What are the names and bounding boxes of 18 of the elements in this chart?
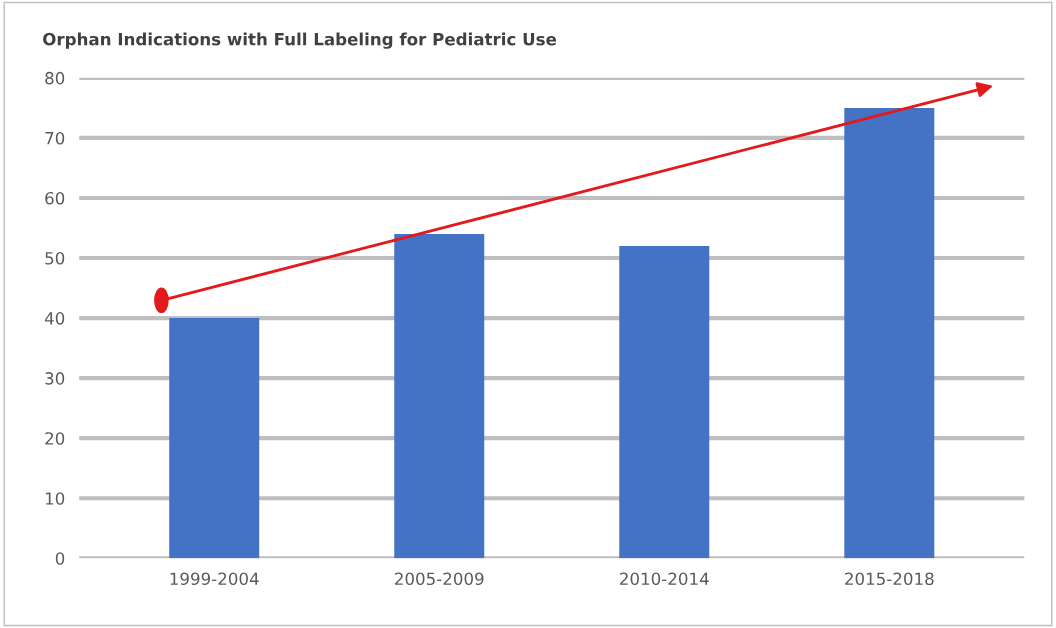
y-tick-label: 20 <box>45 432 65 445</box>
bar <box>619 246 710 559</box>
y-tick-label: 70 <box>45 131 65 145</box>
bar <box>169 318 260 559</box>
x-tick-label: 2015-2018 <box>845 572 934 586</box>
y-tick-label: 30 <box>45 372 65 385</box>
y-tick-label: 80 <box>45 71 65 85</box>
x-tick-label: 2005-2009 <box>395 572 484 586</box>
bar <box>844 107 935 559</box>
y-tick-label: 0 <box>55 552 65 565</box>
chart-title: Orphan Indications with Full Labeling for Pediatric Use <box>43 32 557 49</box>
y-tick-label: 60 <box>45 191 65 205</box>
y-tick-label: 10 <box>45 492 65 505</box>
y-tick-label: 50 <box>45 251 65 265</box>
y-tick-label: 40 <box>44 312 65 325</box>
x-tick-label: 1999-2004 <box>170 572 259 586</box>
bar <box>394 234 485 559</box>
x-tick-label: 2010-2014 <box>620 572 709 586</box>
